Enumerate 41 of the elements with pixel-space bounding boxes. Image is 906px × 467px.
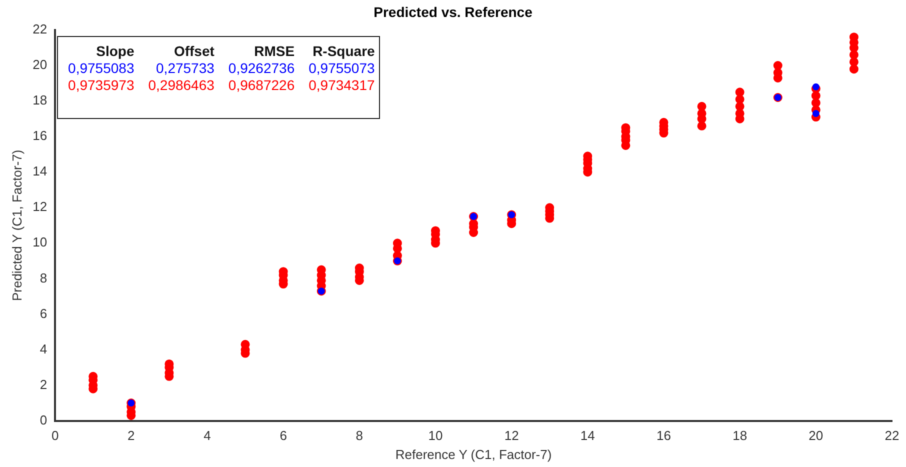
y-tick-label: 14 (32, 164, 48, 179)
y-tick-label: 18 (32, 92, 48, 108)
x-tick-label: 0 (51, 428, 59, 444)
annotation: 0,9735973 (68, 77, 134, 94)
y-tick-label: 0 (40, 412, 48, 428)
y-tick-label: 10 (32, 234, 48, 250)
x-axis-title: Reference Y (C1, Factor-7) (395, 446, 552, 462)
annotation: 0,275733 (155, 60, 214, 77)
y-tick-label: 6 (40, 306, 48, 321)
x-tick-label: 14 (580, 428, 595, 444)
x-tick-label: 2 (128, 428, 135, 444)
annotation: 0,9687226 (228, 77, 295, 94)
annotation: R-Square (312, 43, 375, 60)
x-tick-label: 8 (356, 428, 364, 444)
annotation: 0,9755073 (308, 60, 375, 77)
x-tick-label: 4 (204, 428, 211, 444)
annotation: 0,2986463 (148, 77, 214, 94)
annotation: RMSE (253, 43, 295, 60)
y-tick-label: 4 (40, 341, 48, 356)
annotation: 0,9734317 (308, 77, 375, 94)
x-tick-label: 18 (732, 428, 748, 444)
y-tick-label: 16 (32, 128, 48, 144)
y-axis-title: Predicted Y (C1, Factor-7) (9, 150, 24, 302)
annotation: Slope (95, 43, 134, 60)
x-tick-label: 22 (884, 428, 900, 444)
x-tick-label: 6 (280, 428, 287, 444)
annotation: 0,9755083 (68, 60, 134, 77)
x-tick-label: 20 (808, 428, 824, 444)
annotation: 0,9262736 (228, 60, 295, 77)
y-tick-label: 22 (32, 22, 48, 37)
y-tick-label: 8 (40, 270, 48, 286)
y-tick-label: 2 (40, 376, 48, 392)
y-tick-label: 12 (32, 199, 48, 214)
x-tick-label: 10 (428, 428, 443, 444)
x-tick-label: 16 (656, 428, 671, 444)
point (812, 110, 820, 117)
chart-title: Predicted vs. Reference (372, 4, 534, 20)
point (812, 83, 820, 90)
annotation: Offset (172, 43, 214, 60)
x-tick-label: 12 (504, 428, 519, 444)
y-tick-label: 20 (32, 57, 48, 72)
